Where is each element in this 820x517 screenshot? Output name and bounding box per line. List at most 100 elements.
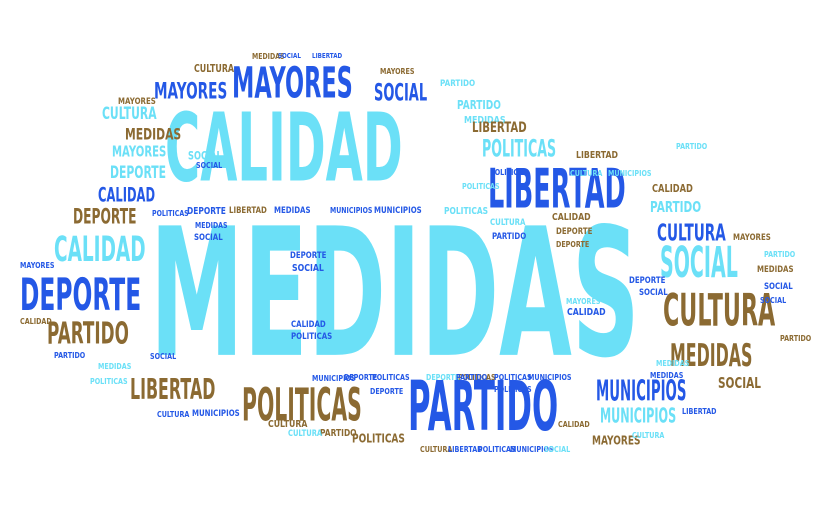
word-cultura-low: CULTURA: [420, 445, 453, 454]
word-partido-right-2: PARTIDO: [780, 334, 812, 343]
word-partido-far-right: PARTIDO: [764, 250, 796, 259]
word-municipios-low-3: MUNICIPIOS: [528, 373, 572, 382]
word-calidad-left: CALIDAD: [54, 229, 146, 270]
word-social-low: SOCIAL: [544, 445, 571, 454]
word-calidad-midright: CALIDAD: [552, 212, 591, 223]
word-mayores-bottom: MAYORES: [592, 432, 641, 448]
word-libertad-low-2: LIBERTAD: [682, 407, 717, 416]
word-medidas-farleft: MEDIDAS: [98, 362, 132, 371]
word-politicas-top: POLITICAS: [482, 135, 557, 164]
word-medidas-top: MEDIDAS: [252, 52, 285, 61]
word-mayores-right: MAYORES: [733, 233, 771, 243]
word-municipios-bottom: MUNICIPIOS: [600, 403, 677, 428]
word-medidas-main: MEDIDAS: [150, 190, 640, 398]
word-mayores-topleft: MAYORES: [118, 97, 156, 107]
word-mayores-farleft: MAYORES: [20, 261, 55, 270]
word-politicas-bottomleft: POLITICAS: [494, 385, 532, 394]
word-social-far-right: SOCIAL: [764, 282, 793, 292]
word-cultura-large: CULTURA: [663, 285, 776, 338]
word-politicas-low: POLITICAS: [458, 373, 496, 382]
word-cultura-left: CULTURA: [102, 103, 157, 124]
word-mayores-left: MAYORES: [112, 143, 167, 161]
word-libertad-mid: LIBERTAD: [229, 206, 267, 216]
word-medidas-top-small: MEDIDAS: [464, 115, 506, 126]
word-politicas-top-small: POLITICAS: [462, 182, 500, 191]
word-calidad-large: CALIDAD: [165, 94, 403, 205]
word-cultura-top: CULTURA: [194, 62, 235, 75]
word-deporte-left: DEPORTE: [73, 204, 137, 230]
word-medidas-right-small: MEDIDAS: [757, 265, 794, 275]
word-calidad-right: CALIDAD: [652, 182, 693, 195]
word-medidas-left: MEDIDAS: [125, 124, 182, 144]
word-social-far-right-2: SOCIAL: [760, 296, 787, 305]
word-mayores-top-small: MAYORES: [380, 67, 415, 76]
word-cultura-mid: CULTURA: [490, 218, 526, 228]
word-partido-farleft: PARTIDO: [54, 351, 86, 360]
word-deporte-low: DEPORTE: [426, 373, 460, 382]
word-calidad-left-small: CALIDAD: [98, 183, 156, 207]
word-social-mid-2: SOCIAL: [292, 263, 324, 274]
word-municipios-bottomleft: MUNICIPIOS: [192, 409, 240, 419]
word-municipios-low: MUNICIPIOS: [510, 445, 554, 454]
word-politicas-low-4: POLITICAS: [494, 373, 532, 382]
word-social-mid-3: SOCIAL: [639, 288, 668, 298]
word-libertad-top: LIBERTAD: [472, 119, 527, 137]
word-partido-low: PARTIDO: [456, 373, 488, 382]
word-mayores-large: MAYORES: [232, 58, 353, 109]
word-partido-left: PARTIDO: [47, 317, 129, 352]
word-deporte-midright-2: DEPORTE: [556, 227, 593, 237]
word-partido-top-1: PARTIDO: [440, 79, 476, 89]
word-cultura-bottomleft: CULTURA: [157, 410, 190, 419]
word-politicas-low-5: POLITICAS: [372, 373, 410, 382]
word-deporte-mid-2: DEPORTE: [290, 251, 327, 261]
word-partido-right: PARTIDO: [650, 198, 702, 217]
word-politicas-low-6: POLITICAS: [490, 168, 528, 177]
word-municipios-top-small: MUNICIPIOS: [608, 169, 652, 178]
word-deporte-left-small: DEPORTE: [110, 162, 167, 183]
word-libertad-large: LIBERTAD: [488, 159, 626, 221]
word-deporte-large: DEPORTE: [20, 267, 142, 321]
word-politicas-mid: POLITICAS: [444, 206, 489, 217]
word-medidas-right: MEDIDAS: [670, 339, 753, 375]
word-calidad-low: CALIDAD: [558, 420, 590, 429]
word-municipios-low-2: MUNICIPIOS: [312, 374, 356, 383]
word-libertad-top-small-2: LIBERTAD: [576, 150, 619, 161]
word-municipios-mid: MUNICIPIOS: [374, 206, 422, 216]
word-politicas-low-3: POLITICAS: [90, 377, 128, 386]
word-mayores-mid: MAYORES: [566, 297, 601, 306]
word-partido-bottom: PARTIDO: [320, 428, 357, 439]
word-mayores-medium: MAYORES: [154, 77, 228, 105]
word-deporte-midright: DEPORTE: [556, 240, 590, 249]
word-calidad-mid: CALIDAD: [291, 320, 326, 330]
word-deporte-mid: DEPORTE: [187, 206, 226, 217]
word-medidas-low: MEDIDAS: [656, 359, 690, 368]
word-politicas-low-2: POLITICAS: [478, 445, 516, 454]
word-cultura-bottom-2: CULTURA: [268, 419, 308, 430]
word-calidad-farleft: CALIDAD: [20, 317, 52, 326]
word-deporte-low-2: DEPORTE: [344, 373, 378, 382]
word-social-farleft: SOCIAL: [150, 352, 177, 361]
word-municipios-right: MUNICIPIOS: [596, 375, 687, 408]
word-politicas-mid-left: POLITICAS: [152, 209, 189, 218]
word-cultura-right: CULTURA: [657, 218, 726, 247]
word-medidas-mid: MEDIDAS: [274, 206, 311, 216]
word-social-top: SOCIAL: [374, 77, 428, 107]
word-social-top-small: SOCIAL: [278, 52, 301, 60]
word-social-left-small: SOCIAL: [196, 161, 223, 170]
word-politicas-large: POLITICAS: [242, 379, 362, 433]
word-cultura-bottom: CULTURA: [288, 429, 323, 439]
word-libertad-top-small: LIBERTAD: [312, 52, 343, 60]
word-social-right: SOCIAL: [660, 237, 738, 288]
word-partido-top-2: PARTIDO: [457, 98, 501, 112]
word-libertad-bottomleft: LIBERTAD: [130, 372, 216, 407]
word-medidas-low-2: MEDIDAS: [650, 371, 684, 380]
word-deporte-bottomleft: DEPORTE: [370, 387, 404, 396]
word-medidas-mid-small: MEDIDAS: [195, 221, 228, 230]
word-social-left: SOCIAL: [188, 148, 222, 163]
word-social-mid: SOCIAL: [194, 233, 223, 243]
word-calidad-mid-2: CALIDAD: [567, 307, 606, 318]
word-cultura-top-small: CULTURA: [570, 169, 603, 178]
word-municipios-midleft: MUNICIPIOS: [330, 206, 373, 215]
word-libertad-low: LIBERTAD: [448, 445, 483, 454]
